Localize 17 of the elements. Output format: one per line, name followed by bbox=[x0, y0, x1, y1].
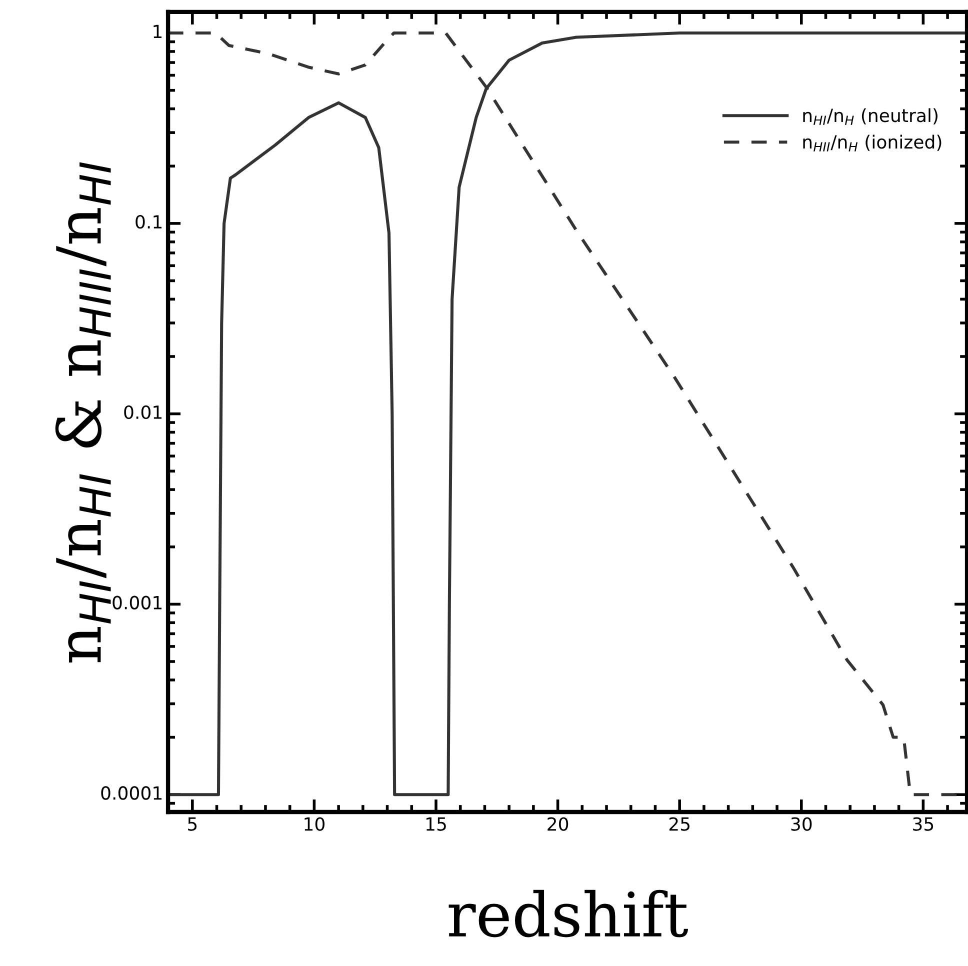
y-axis-title: n$_{HI}$/n$_{HI}$ & n$_{HIII}$/n$_{HI}$ bbox=[55, 162, 111, 662]
y-tick-label: 0.001 bbox=[112, 596, 162, 610]
x-tick-label: 35 bbox=[913, 817, 934, 831]
x-tick-label: 5 bbox=[188, 817, 197, 831]
y-tick-label: 0.1 bbox=[136, 215, 162, 229]
x-axis-title: redshift bbox=[448, 890, 688, 938]
legend-label: n$_{HII}$/n$_{H}$ (ionized) bbox=[803, 134, 942, 152]
x-tick-label: 15 bbox=[426, 817, 446, 831]
y-tick-label: 0.01 bbox=[124, 405, 162, 420]
x-tick-label: 10 bbox=[304, 817, 324, 831]
x-tick-label: 25 bbox=[669, 817, 690, 831]
x-tick-label: 30 bbox=[791, 817, 812, 831]
x-tick-label: 20 bbox=[548, 817, 568, 831]
legend-label: n$_{HI}$/n$_{H}$ (neutral) bbox=[803, 108, 938, 125]
line-series bbox=[168, 32, 968, 796]
y-tick-label: 0.0001 bbox=[101, 786, 162, 800]
y-tick-label: 1 bbox=[154, 24, 162, 38]
